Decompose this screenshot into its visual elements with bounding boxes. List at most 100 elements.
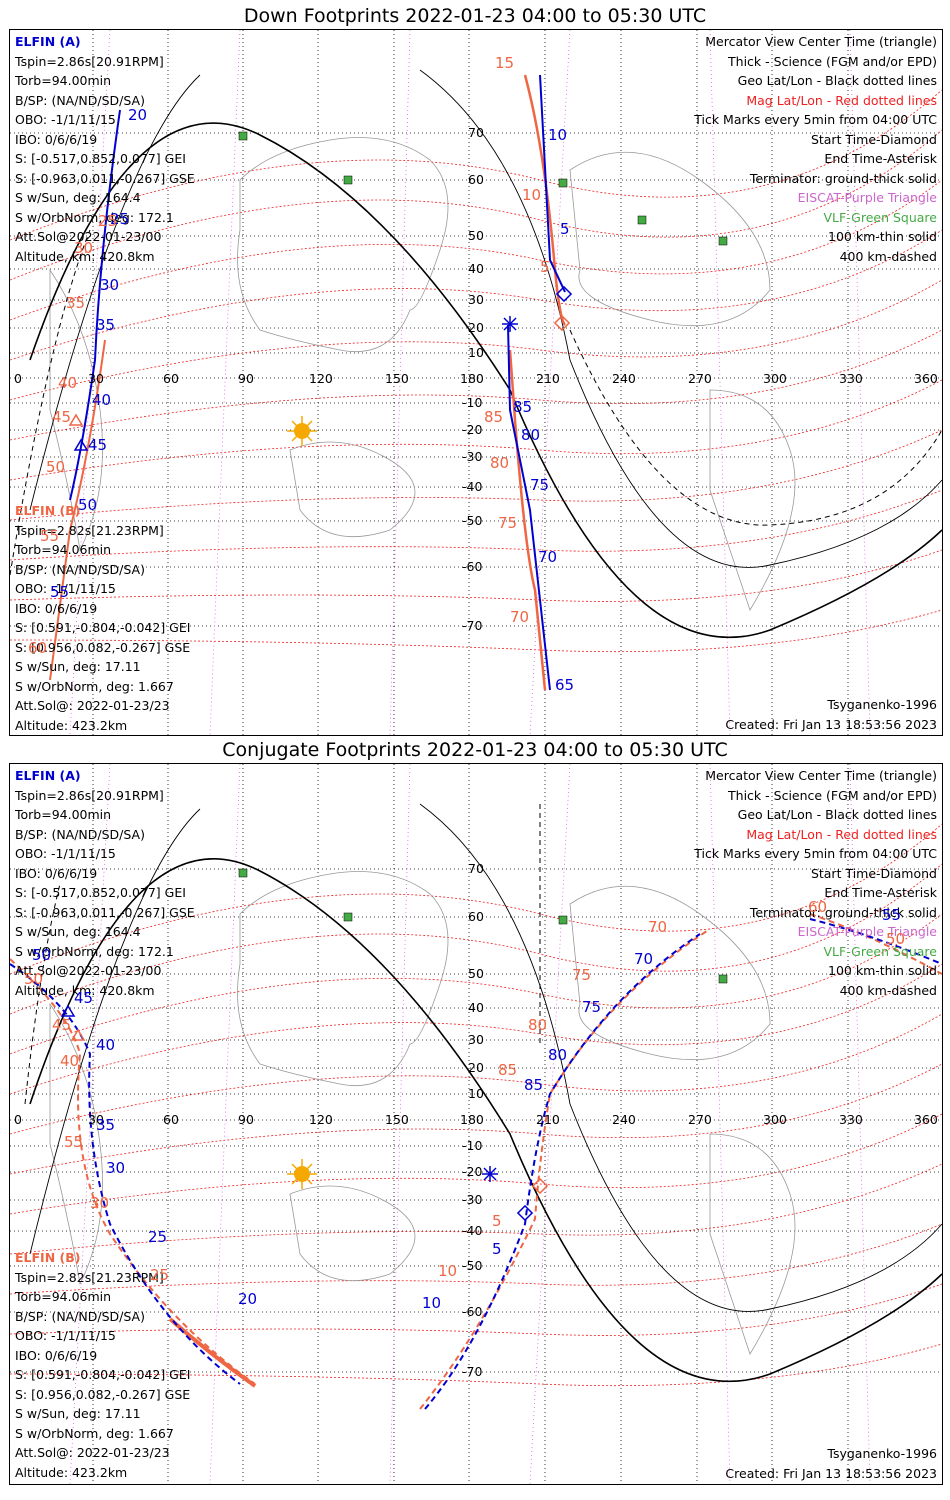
end-asterisk-a xyxy=(482,1166,498,1182)
tick-label-b: 50 xyxy=(886,930,906,948)
center-triangle-a xyxy=(73,438,89,451)
panel-title: Conjugate Footprints 2022-01-23 04:00 to… xyxy=(222,739,728,761)
elfin-a-line: IBO: 0/6/6/19 xyxy=(15,865,98,881)
tick-label-a: 25 xyxy=(148,1228,168,1246)
tick-label-b: 5 xyxy=(492,1212,502,1230)
model-label: Tsyganenko-1996 xyxy=(827,697,937,712)
vlf-station-marker xyxy=(637,215,647,225)
tick-label-a: 25 xyxy=(110,210,130,228)
tick-label-b: 50 xyxy=(46,458,66,476)
lat-label: -60 xyxy=(462,559,483,574)
elfin-a-line: Att.Sol@2022-01-23/00 xyxy=(15,229,162,244)
tick-label-a: 40 xyxy=(92,391,112,409)
tick-label-b: 80 xyxy=(490,454,510,472)
elfin-a-line: OBO: -1/1/11/15 xyxy=(15,846,116,861)
tick-label-b: 30 xyxy=(90,1194,110,1212)
lon-label: 360 xyxy=(914,1112,938,1127)
tick-label-a: 70 xyxy=(634,950,654,968)
elfin-a-line: S w/Sun, deg: 164.4 xyxy=(15,924,141,939)
lat-label: -70 xyxy=(462,1364,483,1379)
lon-label: 90 xyxy=(238,1112,254,1127)
elfin-b-label: ELFIN (B) xyxy=(15,1250,81,1265)
lat-label: -20 xyxy=(462,422,483,437)
tick-label-b: 85 xyxy=(484,408,504,426)
elfin-b-line: S: [0.956,0.082,-0.267] GSE xyxy=(15,1386,191,1402)
lat-label: 10 xyxy=(468,345,484,360)
lon-label: 150 xyxy=(385,371,409,386)
vlf-station-marker xyxy=(718,974,728,984)
tick-label-a: 85 xyxy=(513,398,533,416)
legend-item: Mercator View Center Time (triangle) xyxy=(705,34,937,49)
tick-label-a: 5 xyxy=(492,1240,502,1258)
lon-label: 30 xyxy=(88,1112,104,1127)
elfin-a-line: S: [-0.963,0.011,-0.267] GSE xyxy=(15,170,195,186)
elfin-b-line: S: [0.591,-0.804,-0.042] GEI xyxy=(15,1367,191,1382)
center-triangle-b xyxy=(68,413,84,426)
elfin-a-line: Altitude, km: 420.8km xyxy=(15,248,155,264)
tick-label-b: 55 xyxy=(64,1133,84,1151)
legend-item: Terminator: ground-thick solid xyxy=(749,170,937,186)
lon-label: 210 xyxy=(536,1112,560,1127)
lon-label: 120 xyxy=(309,1112,333,1127)
lon-label: 30 xyxy=(88,371,104,386)
legend-item: VLF-Green Square xyxy=(823,209,937,225)
elfin-b-line: OBO: -1/1/11/15 xyxy=(15,581,116,596)
tick-label-a: 40 xyxy=(96,1036,116,1054)
elfin-b-line: Tspin=2.82s[21.23RPM] xyxy=(15,1269,164,1285)
lon-label: 180 xyxy=(460,371,484,386)
tick-label-b: 5 xyxy=(540,258,550,276)
vlf-station-marker xyxy=(558,915,568,925)
lat-label: -50 xyxy=(462,513,483,528)
lat-label: 60 xyxy=(468,909,484,924)
map-canvas xyxy=(10,30,942,735)
elfin-a-label: ELFIN (A) xyxy=(15,34,81,49)
legend-item: Mag Lat/Lon - Red dotted lines xyxy=(746,826,937,842)
elfin-a-line: S w/OrbNorm, deg: 172.1 xyxy=(15,209,174,225)
center-triangle-b xyxy=(70,1028,86,1041)
tick-label-b: 70 xyxy=(510,608,530,626)
tick-label-b: 75 xyxy=(572,966,592,984)
elfin-a-line: Altitude, km: 420.8km xyxy=(15,982,155,998)
tick-label-a: 85 xyxy=(524,1076,544,1094)
lat-label: -40 xyxy=(462,1223,483,1238)
legend-item: Terminator: ground-thick solid xyxy=(749,904,937,920)
map-canvas xyxy=(10,764,942,1484)
tick-label-a: 75 xyxy=(530,476,550,494)
legend-item: EISCAT-Purple Triangle xyxy=(797,924,937,939)
legend-item: Geo Lat/Lon - Black dotted lines xyxy=(737,73,937,88)
lat-label: -70 xyxy=(462,618,483,633)
elfin-b-line: Altitude: 423.2km xyxy=(15,717,128,733)
legend-item: EISCAT-Purple Triangle xyxy=(797,190,937,205)
lon-label: 300 xyxy=(763,1112,787,1127)
lat-label: -30 xyxy=(462,449,483,464)
elfin-b-line: Att.Sol@: 2022-01-23/23 xyxy=(15,1445,170,1460)
tick-label-b: 45 xyxy=(52,1016,72,1034)
elfin-b-line: S w/OrbNorm, deg: 1.667 xyxy=(15,678,174,694)
lon-label: 330 xyxy=(839,371,863,386)
sun-icon xyxy=(287,416,317,446)
tick-label-b: 70 xyxy=(648,918,668,936)
lat-label: -20 xyxy=(462,1164,483,1179)
tick-label-a: 35 xyxy=(96,316,116,334)
tick-label-b: 85 xyxy=(498,1061,518,1079)
tick-label-a: 70 xyxy=(538,548,558,566)
elfin-b-line: S w/Sun, deg: 17.11 xyxy=(15,659,141,674)
lat-label: 70 xyxy=(468,861,484,876)
legend-item: Geo Lat/Lon - Black dotted lines xyxy=(737,807,937,822)
legend-item: Tick Marks every 5min from 04:00 UTC xyxy=(694,846,937,861)
elfin-b-line: S: [0.591,-0.804,-0.042] GEI xyxy=(15,620,191,635)
elfin-a-line: Tspin=2.86s[20.91RPM] xyxy=(15,787,164,803)
legend-item: 400 km-dashed xyxy=(839,248,937,264)
tick-label-a: 30 xyxy=(106,1159,126,1177)
tick-label-b: 75 xyxy=(498,514,518,532)
tick-label-b: 25 xyxy=(150,1266,170,1284)
elfin-a-line: OBO: -1/1/11/15 xyxy=(15,112,116,127)
elfin-b-line: IBO: 0/6/6/19 xyxy=(15,600,98,616)
tick-label-b: 50 xyxy=(24,970,44,988)
elfin-b-line: Att.Sol@: 2022-01-23/23 xyxy=(15,698,170,713)
lon-label: 90 xyxy=(238,371,254,386)
elfin-a-line: S w/OrbNorm, deg: 172.1 xyxy=(15,943,174,959)
elfin-b-line: Torb=94.06min xyxy=(15,542,112,557)
footprint-map-conjugate: ELFIN (A) Tspin=2.86s[20.91RPM] Torb=94.… xyxy=(9,763,943,1485)
lat-label: 40 xyxy=(468,261,484,276)
